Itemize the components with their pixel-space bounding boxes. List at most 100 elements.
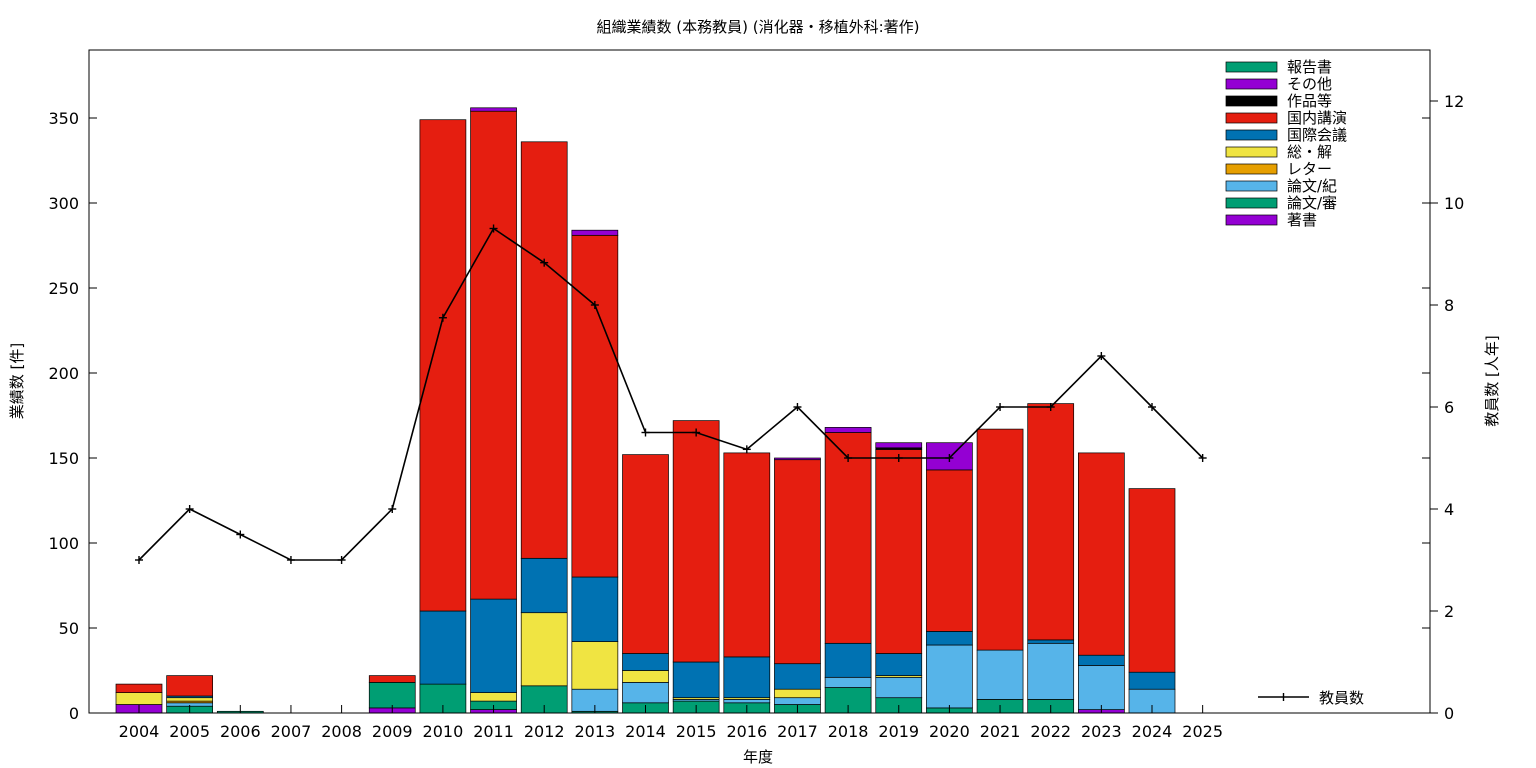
- bar-2020-series-6: [926, 469, 973, 632]
- bar-2017-series-5: [774, 663, 821, 690]
- bar-2016-series-5: [723, 656, 771, 699]
- y-tick-label: 300: [48, 194, 79, 213]
- line-point-2025: [1198, 454, 1207, 462]
- x-tick-label: 2015: [676, 722, 717, 741]
- legend-label-1: その他: [1287, 75, 1332, 93]
- line-point-2009: [388, 505, 397, 513]
- line-point-2008: [337, 556, 346, 564]
- y-tick-label: 250: [48, 279, 79, 298]
- legend-label-4: 国際会議: [1287, 126, 1347, 144]
- legend-label-2: 作品等: [1287, 92, 1332, 110]
- bar-2023-series-5: [1077, 654, 1125, 666]
- bar-2012-series-4: [520, 612, 568, 687]
- axes-layer: 0 50 100 150 200 250 300 350 0 2 4 6 8 10 12 2004 2005 20…: [48, 92, 1464, 741]
- bar-2018-series-5: [824, 642, 872, 678]
- bar-2009-series-1: [368, 682, 416, 709]
- x-tick-label: 2009: [372, 722, 413, 741]
- legend-swatch-3: [1225, 112, 1278, 124]
- bar-2010-series-6: [419, 119, 467, 612]
- x-tick-label: 2021: [980, 722, 1021, 741]
- bar-2020-series-5: [926, 631, 973, 646]
- bar-2011-series-5: [470, 598, 517, 693]
- line-point-2022: [1046, 403, 1055, 411]
- line-point-2012: [540, 258, 549, 267]
- bar-2013-series-5: [571, 576, 619, 642]
- bar-2016-series-6: [723, 452, 771, 658]
- bar-2011-series-8: [470, 107, 517, 112]
- x-tick-label: 2022: [1030, 722, 1071, 741]
- bar-2012-series-6: [520, 141, 568, 559]
- line-point-2011: [489, 224, 498, 233]
- bar-2013-series-4: [571, 641, 619, 690]
- bar-2015-series-6: [672, 420, 720, 663]
- legend-swatch-2: [1225, 95, 1278, 107]
- bar-2022-series-6: [1027, 403, 1075, 641]
- y-tick-label: 200: [48, 364, 79, 383]
- bar-2010-series-5: [419, 610, 467, 685]
- legend-label-5: 総・解: [1287, 143, 1332, 161]
- line-point-2021: [996, 403, 1005, 411]
- y2-tick-label: 2: [1444, 602, 1454, 621]
- legend-line-label: 教員数: [1319, 689, 1364, 707]
- bar-2019-series-5: [875, 653, 923, 676]
- bar-2021-series-2: [976, 649, 1024, 700]
- y-tick-label: 50: [59, 619, 79, 638]
- bar-2005-series-6: [166, 675, 213, 697]
- bar-2004-series-4: [115, 692, 163, 705]
- x-tick-label: 2016: [726, 722, 767, 741]
- bar-2019-series-8: [875, 442, 923, 449]
- legend-swatch-7: [1225, 180, 1278, 192]
- line-point-2017: [793, 403, 802, 411]
- bar-2024-series-6: [1128, 488, 1176, 673]
- y2-axis-title: 教員数 [人年]: [1483, 335, 1501, 426]
- line-point-2013: [590, 301, 599, 309]
- bar-2013-series-8: [571, 229, 619, 236]
- bar-2017-series-2: [774, 697, 821, 705]
- x-tick-label: 2020: [929, 722, 970, 741]
- bar-2021-series-6: [976, 428, 1024, 651]
- y2-tick-label: 0: [1444, 704, 1454, 723]
- x-tick-label: 2005: [169, 722, 210, 741]
- chart-title: 組織業績数 (本務教員) (消化器・移植外科:著作): [596, 18, 919, 36]
- bar-2013-series-6: [571, 234, 619, 578]
- legend-label-8: 論文/審: [1287, 194, 1337, 212]
- x-tick-label: 2008: [321, 722, 362, 741]
- line-point-2020: [945, 454, 954, 462]
- bar-2016-series-2: [723, 699, 771, 704]
- bar-2017-series-8: [774, 457, 821, 461]
- y-tick-label: 350: [48, 109, 79, 128]
- line-layer: [135, 224, 1207, 564]
- bar-2015-series-5: [672, 661, 720, 699]
- line-point-2015: [692, 428, 701, 437]
- bar-2019-series-6: [875, 449, 923, 654]
- legend-swatch-5: [1225, 146, 1278, 158]
- legend-swatch-1: [1225, 78, 1278, 90]
- y-tick-label: 0: [69, 704, 79, 723]
- line-point-2014: [641, 428, 650, 437]
- x-tick-label: 2010: [423, 722, 464, 741]
- bar-2014-series-2: [622, 682, 669, 704]
- x-tick-label: 2012: [524, 722, 565, 741]
- x-tick-label: 2025: [1182, 722, 1223, 741]
- bar-2017-series-6: [774, 459, 821, 665]
- y2-tick-label: 10: [1444, 194, 1464, 213]
- line-point-2023: [1097, 352, 1106, 360]
- y-axis-title: 業績数 [件]: [8, 343, 26, 419]
- bar-2019-series-2: [875, 676, 923, 699]
- x-tick-label: 2013: [574, 722, 615, 741]
- bar-2024-series-5: [1128, 671, 1176, 690]
- y2-tick-label: 6: [1444, 398, 1454, 417]
- bar-2017-series-4: [774, 688, 821, 699]
- y2-tick-label: 4: [1444, 500, 1454, 519]
- bar-2004-series-6: [115, 683, 163, 693]
- line-point-2004: [135, 556, 143, 564]
- bar-2018-series-6: [824, 432, 872, 644]
- x-tick-label: 2019: [878, 722, 919, 741]
- plot-frame: [88, 49, 1431, 714]
- y-tick-label: 100: [48, 534, 79, 553]
- bar-2023-series-6: [1077, 452, 1125, 656]
- bar-2009-series-6: [368, 675, 416, 683]
- line-point-2010: [438, 313, 447, 322]
- bar-2014-series-5: [622, 653, 669, 671]
- x-tick-label: 2004: [119, 722, 160, 741]
